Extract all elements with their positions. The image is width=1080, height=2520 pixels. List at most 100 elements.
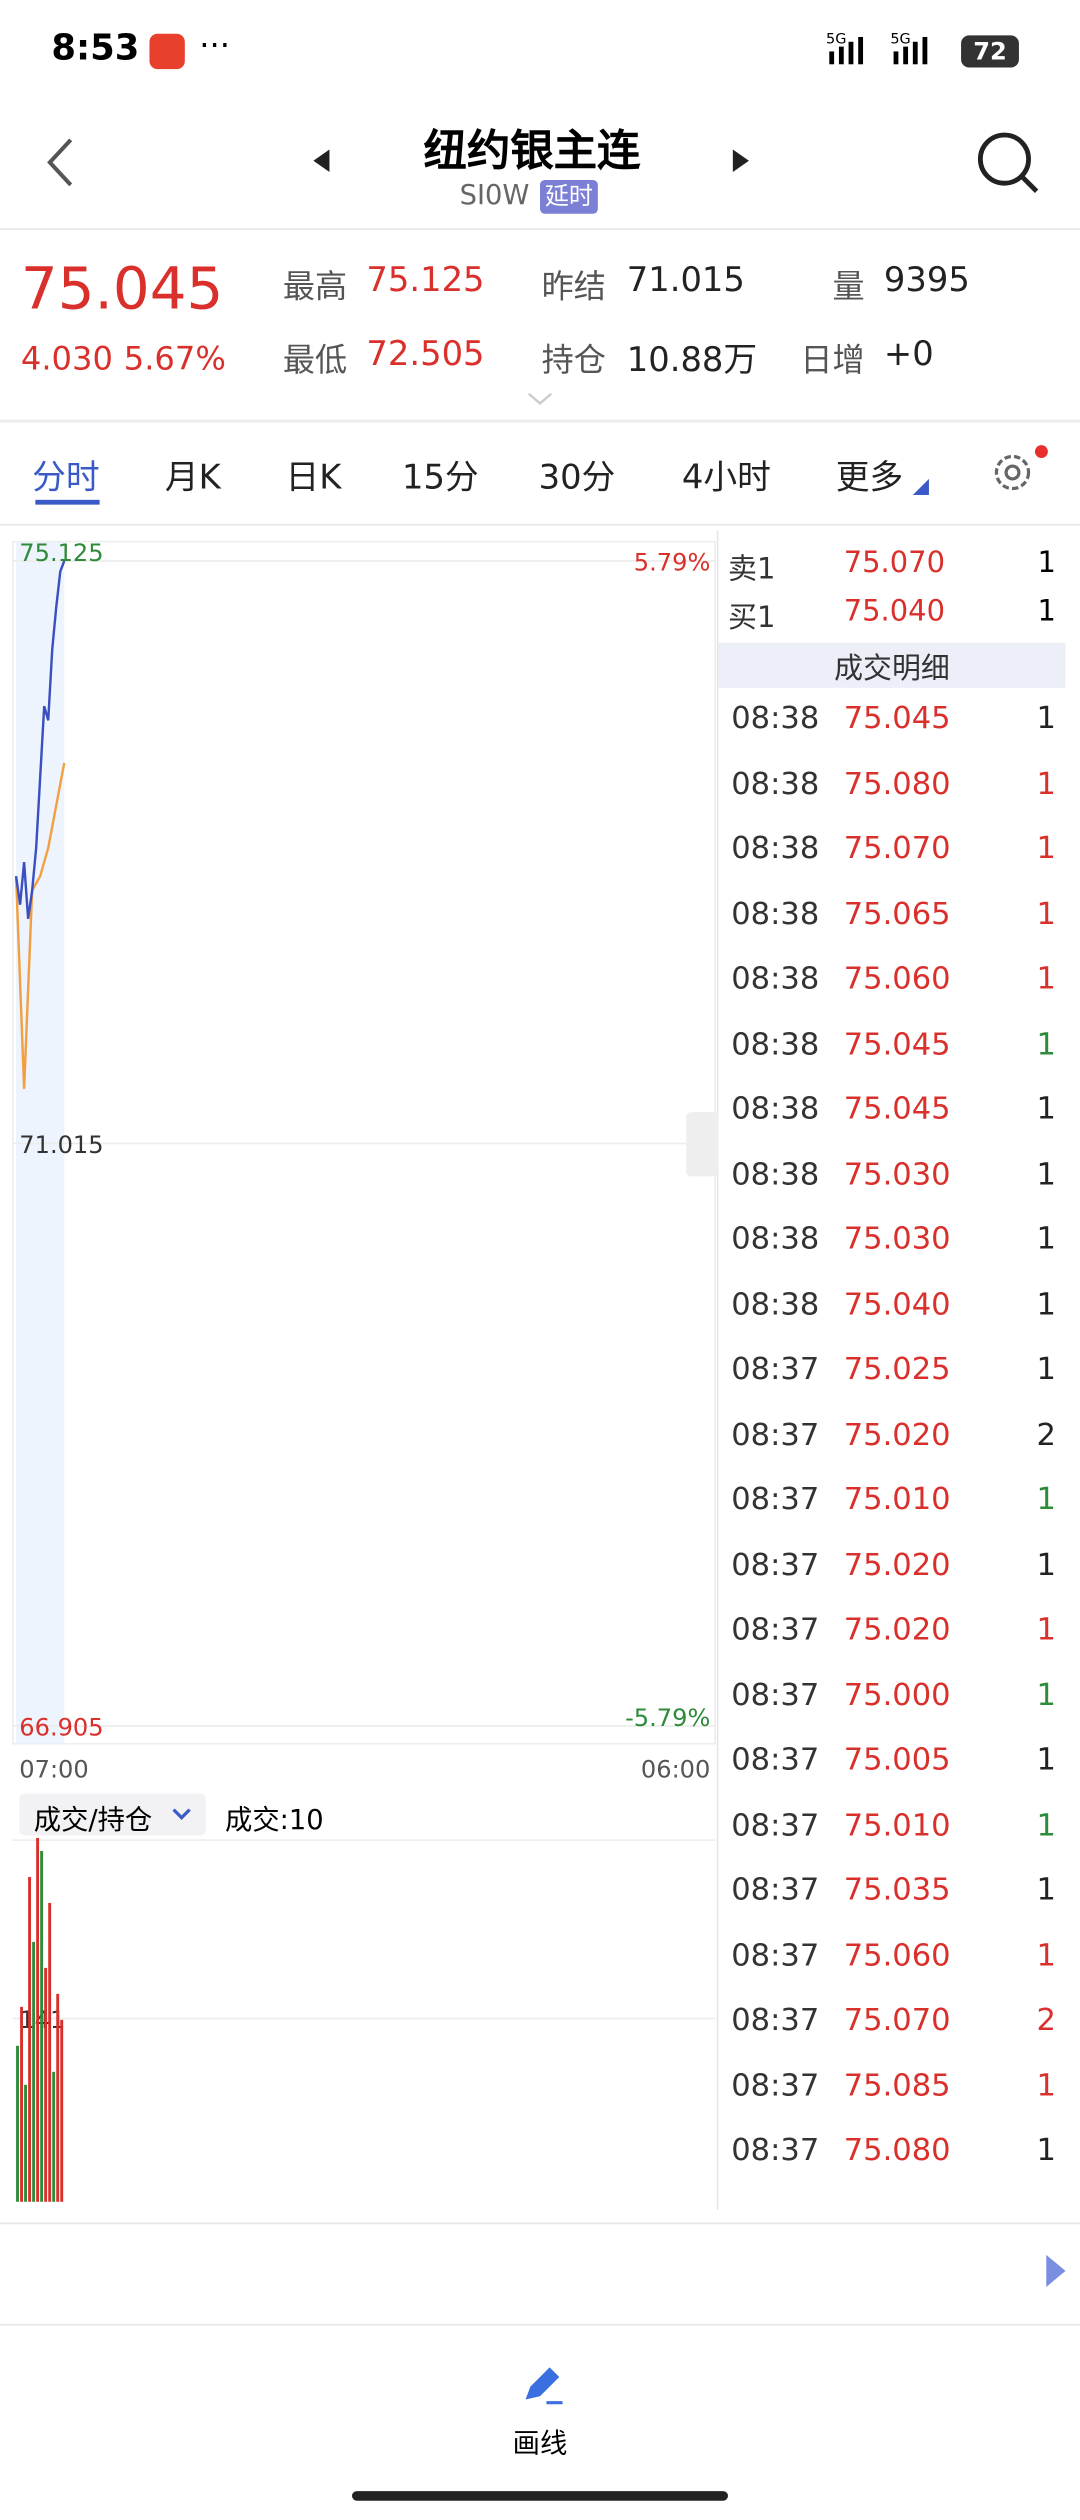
- volume-bar: [52, 2071, 56, 2202]
- tab-underline: [35, 499, 100, 505]
- book-volume: 1: [1037, 594, 1056, 629]
- trade-time: 08:37: [731, 1481, 820, 1518]
- app-icon: [149, 33, 185, 70]
- volume-bar: [36, 1837, 40, 2202]
- tab[interactable]: 月K: [164, 458, 221, 497]
- trade-time: 08:38: [731, 1026, 820, 1062]
- tab[interactable]: 4小时: [681, 458, 771, 497]
- trade-volume: 1: [1036, 1677, 1056, 1713]
- search-button[interactable]: [974, 129, 1041, 196]
- back-button[interactable]: [42, 135, 81, 190]
- next-button[interactable]: [730, 148, 752, 174]
- tab[interactable]: 更多: [835, 458, 904, 497]
- trade-time: 08:38: [731, 830, 820, 867]
- divider: [0, 523, 1080, 526]
- trade-price: 75.005: [843, 1742, 951, 1778]
- trade-panel: 卖1 75.070 1 买1 75.040 1 成交明细 08:38 75.045 1 08:38 7…: [718, 540, 1066, 2203]
- trade-time: 08:38: [731, 765, 820, 802]
- trade-volume: 1: [1036, 1481, 1056, 1518]
- volume-bar: [60, 2019, 64, 2202]
- trades-header-bg: [718, 642, 1066, 688]
- volume-current: 成交:10: [224, 1804, 324, 1837]
- volume-selector[interactable]: [19, 1793, 206, 1836]
- settings-button[interactable]: [988, 444, 1055, 499]
- trade-volume: 1: [1036, 1611, 1056, 1648]
- trade-price: 75.040: [843, 1286, 951, 1322]
- tab[interactable]: 15分: [401, 458, 479, 497]
- trade-time: 08:38: [731, 1156, 820, 1192]
- battery: 72: [961, 35, 1019, 68]
- book-volume: 1: [1037, 546, 1056, 581]
- trade-time: 08:37: [731, 1351, 820, 1387]
- trade-volume: 1: [1036, 2067, 1056, 2103]
- trade-volume: 1: [1036, 1091, 1056, 1127]
- trade-price: 75.020: [843, 1611, 951, 1648]
- trade-time: 08:37: [731, 1677, 820, 1713]
- stat-label: 最高: [282, 266, 348, 306]
- avg-line: [14, 762, 66, 1089]
- tab[interactable]: 日K: [285, 458, 342, 497]
- trade-volume: 1: [1036, 1026, 1056, 1062]
- trade-price: 75.000: [843, 1677, 951, 1713]
- trade-time: 08:37: [731, 1807, 820, 1843]
- price-tick: 75.125: [19, 539, 103, 567]
- trade-time: 08:37: [731, 1611, 820, 1648]
- stat-label: 持仓: [541, 340, 606, 380]
- trade-price: 75.070: [843, 2002, 951, 2038]
- stat-value: 10.88万: [626, 340, 758, 380]
- intraday-chart: 66.90571.01575.125-5.79%5.79%07:0006:001…: [12, 539, 716, 2202]
- trade-volume: 1: [1036, 830, 1056, 867]
- trade-volume: 1: [1036, 1221, 1056, 1257]
- volume-bar: [56, 1993, 60, 2202]
- trade-time: 08:37: [731, 2002, 820, 2038]
- trade-volume: 1: [1036, 2132, 1056, 2169]
- home-indicator: [351, 2491, 729, 2501]
- trade-time: 08:38: [731, 961, 820, 997]
- book-price: 75.070: [843, 546, 945, 581]
- more-marker: [912, 478, 929, 495]
- trade-price: 75.045: [843, 1026, 951, 1062]
- session-shade: [16, 541, 65, 1744]
- trade-volume: 1: [1036, 1872, 1056, 1908]
- draw-icon[interactable]: [517, 2364, 565, 2409]
- price-tick: 66.905: [19, 1714, 103, 1742]
- trade-price: 75.080: [843, 765, 951, 802]
- volume-selector-label: 成交/持仓: [33, 1804, 153, 1837]
- book-price: 75.040: [843, 594, 945, 629]
- stat-label: 最低: [282, 340, 348, 380]
- trade-time: 08:38: [731, 895, 820, 932]
- trades-title: 成交明细: [834, 652, 950, 687]
- trade-time: 08:38: [731, 700, 820, 737]
- trade-price: 75.065: [843, 895, 951, 932]
- divider: [0, 419, 1080, 423]
- time-start: 07:00: [19, 1755, 88, 1783]
- draw-label: 画线: [512, 2428, 568, 2461]
- expand-chevron[interactable]: [526, 391, 555, 407]
- signal-icons: 5G 5G: [826, 31, 928, 65]
- expand-arrow[interactable]: [1045, 2253, 1067, 2288]
- trade-volume: 1: [1036, 1807, 1056, 1843]
- last-price: 75.045: [20, 257, 224, 324]
- trade-volume: 1: [1036, 895, 1056, 932]
- trade-price: 75.035: [843, 1872, 951, 1908]
- trade-time: 08:38: [731, 1221, 820, 1257]
- stat-value: 71.015: [626, 260, 745, 299]
- prev-button[interactable]: [310, 148, 332, 174]
- volume-bar: [20, 2006, 23, 2202]
- volume-bar: [44, 1967, 48, 2202]
- more-dots: ···: [199, 25, 230, 65]
- tab[interactable]: 30分: [538, 458, 616, 497]
- trade-price: 75.010: [843, 1807, 951, 1843]
- trade-price: 75.030: [843, 1156, 951, 1192]
- stat-label: 昨结: [541, 266, 606, 306]
- book-side: 卖1: [728, 552, 776, 587]
- panel-toggle[interactable]: [686, 1112, 719, 1177]
- volume-bar: [24, 2084, 27, 2202]
- svg-text:5G: 5G: [826, 31, 846, 47]
- price-tick: 71.015: [19, 1131, 103, 1159]
- trade-time: 08:38: [731, 1286, 820, 1322]
- delay-badge: 延时: [539, 179, 598, 214]
- pct-tick: 5.79%: [634, 549, 711, 577]
- tab[interactable]: 分时: [32, 458, 100, 497]
